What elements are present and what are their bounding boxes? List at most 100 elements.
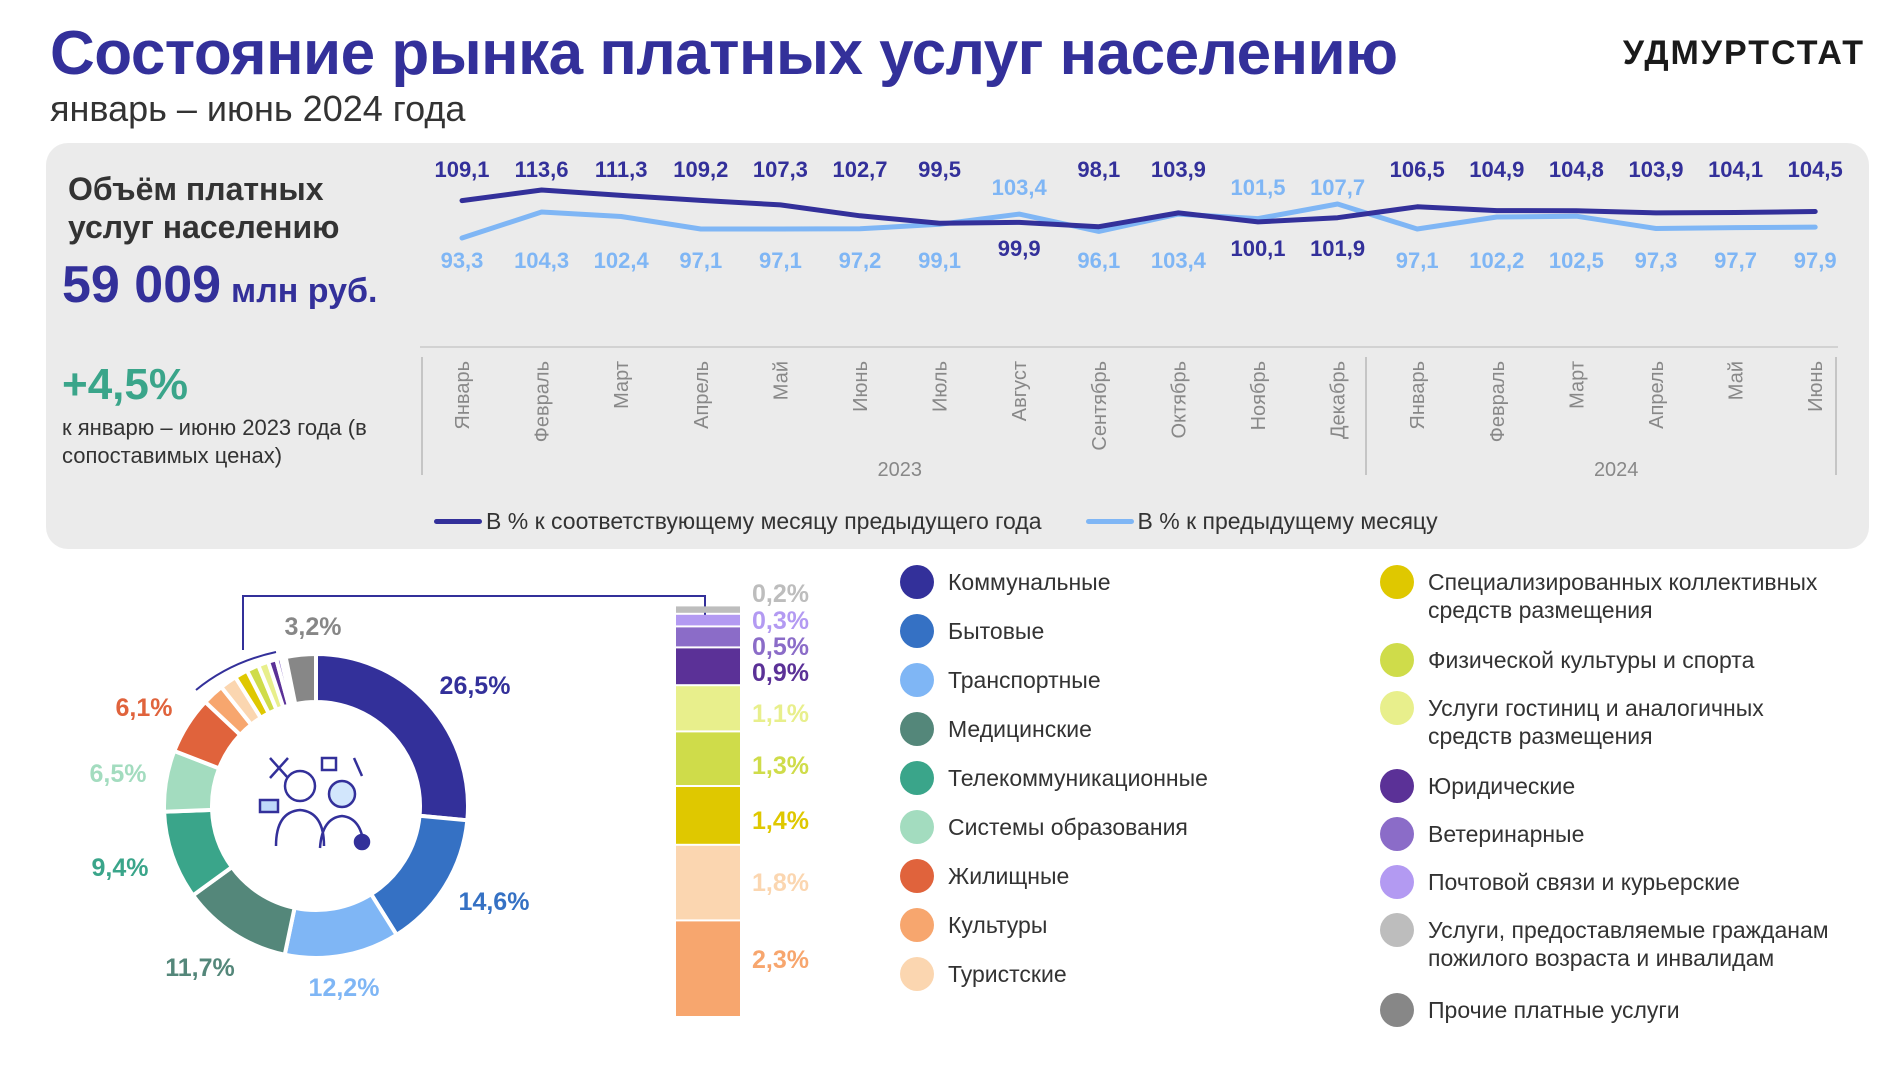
stacked-bar-segment [676,787,740,844]
x-tick-label: Сентябрь [1089,361,1111,451]
legend-category-label: Жилищные [948,863,1070,889]
legend-category: Услуги гостиниц и аналогичных средств ра… [1380,691,1850,750]
legend-label-yoy: В % к соответствующему месяцу предыдущег… [486,508,1042,534]
x-tick-label: Январь [452,361,474,430]
legend-swatch-yoy [434,519,482,524]
data-label-yoy: 111,3 [595,157,648,182]
stacked-bar-label: 0,9% [752,659,809,687]
legend-dot [1380,817,1414,851]
donut-chart: 26,5% 14,6% 12,2% 11,7% 9,4% 6,5% 6,1% 3,2% 2,3%… [90,580,809,1016]
data-label-mom: 97,1 [1396,248,1439,273]
x-tick-label: Ноябрь [1248,361,1270,430]
legend-category: Специализированных коллективных средств … [1380,565,1850,624]
series-line-mom [459,201,1818,241]
legend-category: Системы образования [900,810,1340,844]
legend-category-label: Медицинские [948,716,1092,742]
stacked-bar-segment [676,648,740,685]
legend-dot [1380,691,1414,725]
x-tick-label: Апрель [691,361,713,429]
legend-category-label: Культуры [948,912,1048,938]
legend-dot [1380,565,1414,599]
data-label-mom: 96,1 [1077,248,1120,273]
series-line-yoy [459,187,1818,230]
legend-dot [900,712,934,746]
stacked-bar-segment [676,614,740,626]
stacked-bar-label: 2,3% [752,946,809,974]
data-label-mom: 97,1 [679,248,722,273]
x-tick-label: Октябрь [1168,361,1190,439]
data-label-mom: 97,9 [1794,248,1837,273]
data-label-yoy: 102,7 [832,157,887,182]
volume-label: Объём платных услуг населению [68,171,340,245]
stacked-bar-label: 1,8% [752,869,809,897]
stacked-bar-segment [676,606,740,613]
person-head-icon [327,779,357,809]
legend-dot [900,859,934,893]
stacked-bar-label: 1,1% [752,700,809,728]
box-icon [320,756,338,772]
legend-category: Юридические [1380,769,1850,803]
small-slices-bracket [195,651,277,691]
x-tick-label: Июнь [1805,361,1827,412]
legend-category-label: Телекоммуникационные [948,765,1208,791]
growth-note: к январю – июню 2023 года (в сопоставимы… [62,415,367,468]
legend-dot [900,761,934,795]
stacked-bar-label: 0,3% [752,607,809,635]
page-title: Состояние рынка платных услуг населению [50,19,1398,88]
legend-category: Медицинские [900,712,1340,746]
line-chart-legend: В % к соответствующему месяцу предыдущег… [434,508,1438,535]
data-label-mom: 97,7 [1714,248,1757,273]
stacked-bar-segment [676,921,740,1016]
x-tick-label: Июль [930,361,952,412]
line-chart: 109,1 113,6 111,3 109,2 107,3 102,7 99,5 99,9 98… [420,157,1843,481]
legend-category-label: Юридические [1428,773,1576,799]
data-label-yoy: 109,2 [673,157,728,182]
x-tick-label: Январь [1407,361,1429,430]
data-label-mom: 102,4 [594,248,650,273]
data-label-yoy: 103,9 [1151,157,1206,182]
x-tick-label: Февраль [1487,361,1509,442]
stacked-bar-label: 0,2% [752,580,809,608]
x-tick-label: Март [1566,361,1588,409]
donut-data-label: 14,6% [459,888,530,916]
legend-category-label: Коммунальные [948,569,1111,595]
legend-category: Ветеринарные [1380,817,1850,851]
legend-category: Услуги, предоставляемые гражданам пожило… [1380,913,1850,972]
donut-data-label: 6,5% [90,760,147,788]
coin-icon [353,833,371,851]
stacked-bar-segment [676,686,740,731]
data-label-yoy: 107,3 [753,157,808,182]
legend-category-label: Транспортные [948,667,1101,693]
legend-dot [900,565,934,599]
donut-data-label: 12,2% [309,974,380,1002]
legend-item-mom: В % к предыдущему месяцу [1085,508,1438,535]
brand-logo: УДМУРТСТАТ [1622,34,1865,72]
tools-icon [269,757,289,779]
category-legend: Коммунальные Бытовые Транспортные Медицинск… [900,565,1880,1038]
legend-dot [900,614,934,648]
donut-slice [283,651,318,707]
legend-swatch-mom [1085,519,1134,524]
data-label-yoy: 98,1 [1077,157,1120,182]
x-tick-label: Август [1009,361,1031,421]
legend-category-label: Бытовые [948,618,1045,644]
data-label-yoy: 101,9 [1310,236,1365,261]
donut-data-label: 3,2% [285,613,342,641]
data-label-yoy: 100,1 [1230,236,1285,261]
data-label-yoy: 103,9 [1628,157,1683,182]
data-label-mom: 97,2 [839,248,882,273]
data-label-mom: 97,1 [759,248,802,273]
person-body-icon [318,814,366,849]
legend-category: Культуры [900,908,1340,942]
legend-category-label: Прочие платные услуги [1428,997,1680,1023]
data-label-mom: 102,5 [1549,248,1604,273]
legend-category: Жилищные [900,859,1340,893]
donut-data-label: 11,7% [165,954,235,982]
stacked-bar-segment [676,732,740,785]
data-label-mom: 99,1 [918,248,961,273]
legend-category: Прочие платные услуги [1380,993,1850,1027]
data-label-yoy: 99,5 [918,157,961,182]
stacked-bar-label: 1,4% [752,807,809,835]
donut-data-label: 26,5% [440,672,511,700]
legend-dot [1380,993,1414,1027]
